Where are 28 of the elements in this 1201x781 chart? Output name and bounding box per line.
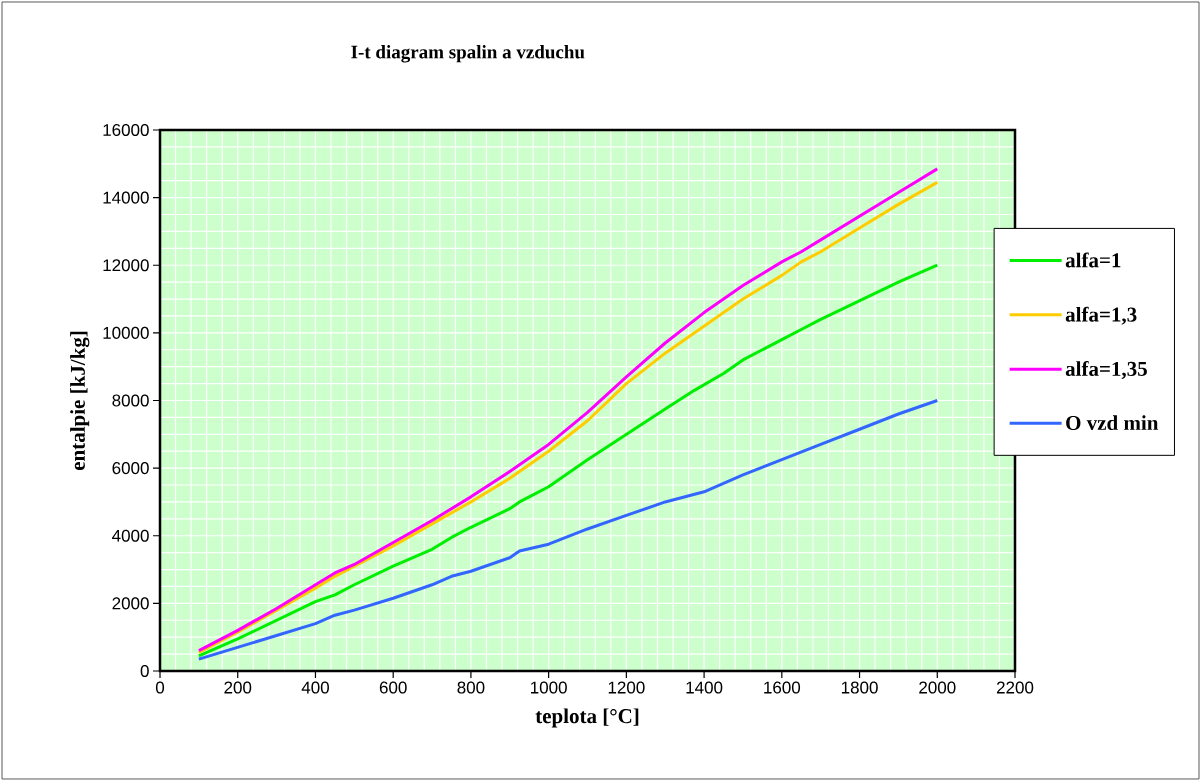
chart-title: I-t diagram spalin a vzduchu bbox=[351, 45, 585, 63]
y-axis-title: entalpie [kJ/kg] bbox=[70, 331, 90, 471]
x-tick-label: 1200 bbox=[608, 681, 645, 694]
x-tick-label: 2000 bbox=[919, 681, 956, 694]
x-axis-title: teplota [°C] bbox=[535, 708, 639, 728]
x-tick-label: 0 bbox=[155, 681, 165, 694]
y-tick-label: 16000 bbox=[103, 123, 149, 137]
legend-label: alfa=1,3 bbox=[1065, 306, 1137, 325]
y-tick-label: 4000 bbox=[112, 529, 149, 542]
y-tick-label: 2000 bbox=[112, 597, 149, 610]
x-tick-label: 400 bbox=[301, 681, 329, 694]
legend-label: alfa=1,35 bbox=[1065, 360, 1147, 380]
y-tick-label: 8000 bbox=[112, 394, 149, 407]
y-tick-label: 12000 bbox=[103, 259, 149, 272]
x-tick-label: 2200 bbox=[996, 681, 1034, 694]
x-tick-label: 1400 bbox=[686, 681, 723, 694]
legend-label: O vzd min bbox=[1066, 415, 1159, 431]
y-tick-label: 6000 bbox=[112, 462, 149, 475]
x-tick-label: 800 bbox=[457, 681, 485, 694]
legend-label: alfa=1 bbox=[1065, 252, 1121, 268]
x-tick-label: 200 bbox=[224, 681, 252, 694]
x-tick-label: 600 bbox=[379, 681, 407, 694]
x-tick-label: 1000 bbox=[531, 681, 567, 694]
y-tick-label: 14000 bbox=[103, 191, 149, 204]
x-tick-label: 1600 bbox=[764, 681, 801, 694]
y-tick-label: 0 bbox=[140, 664, 149, 678]
x-tick-label: 1800 bbox=[841, 681, 878, 694]
y-tick-label: 10000 bbox=[103, 326, 149, 339]
